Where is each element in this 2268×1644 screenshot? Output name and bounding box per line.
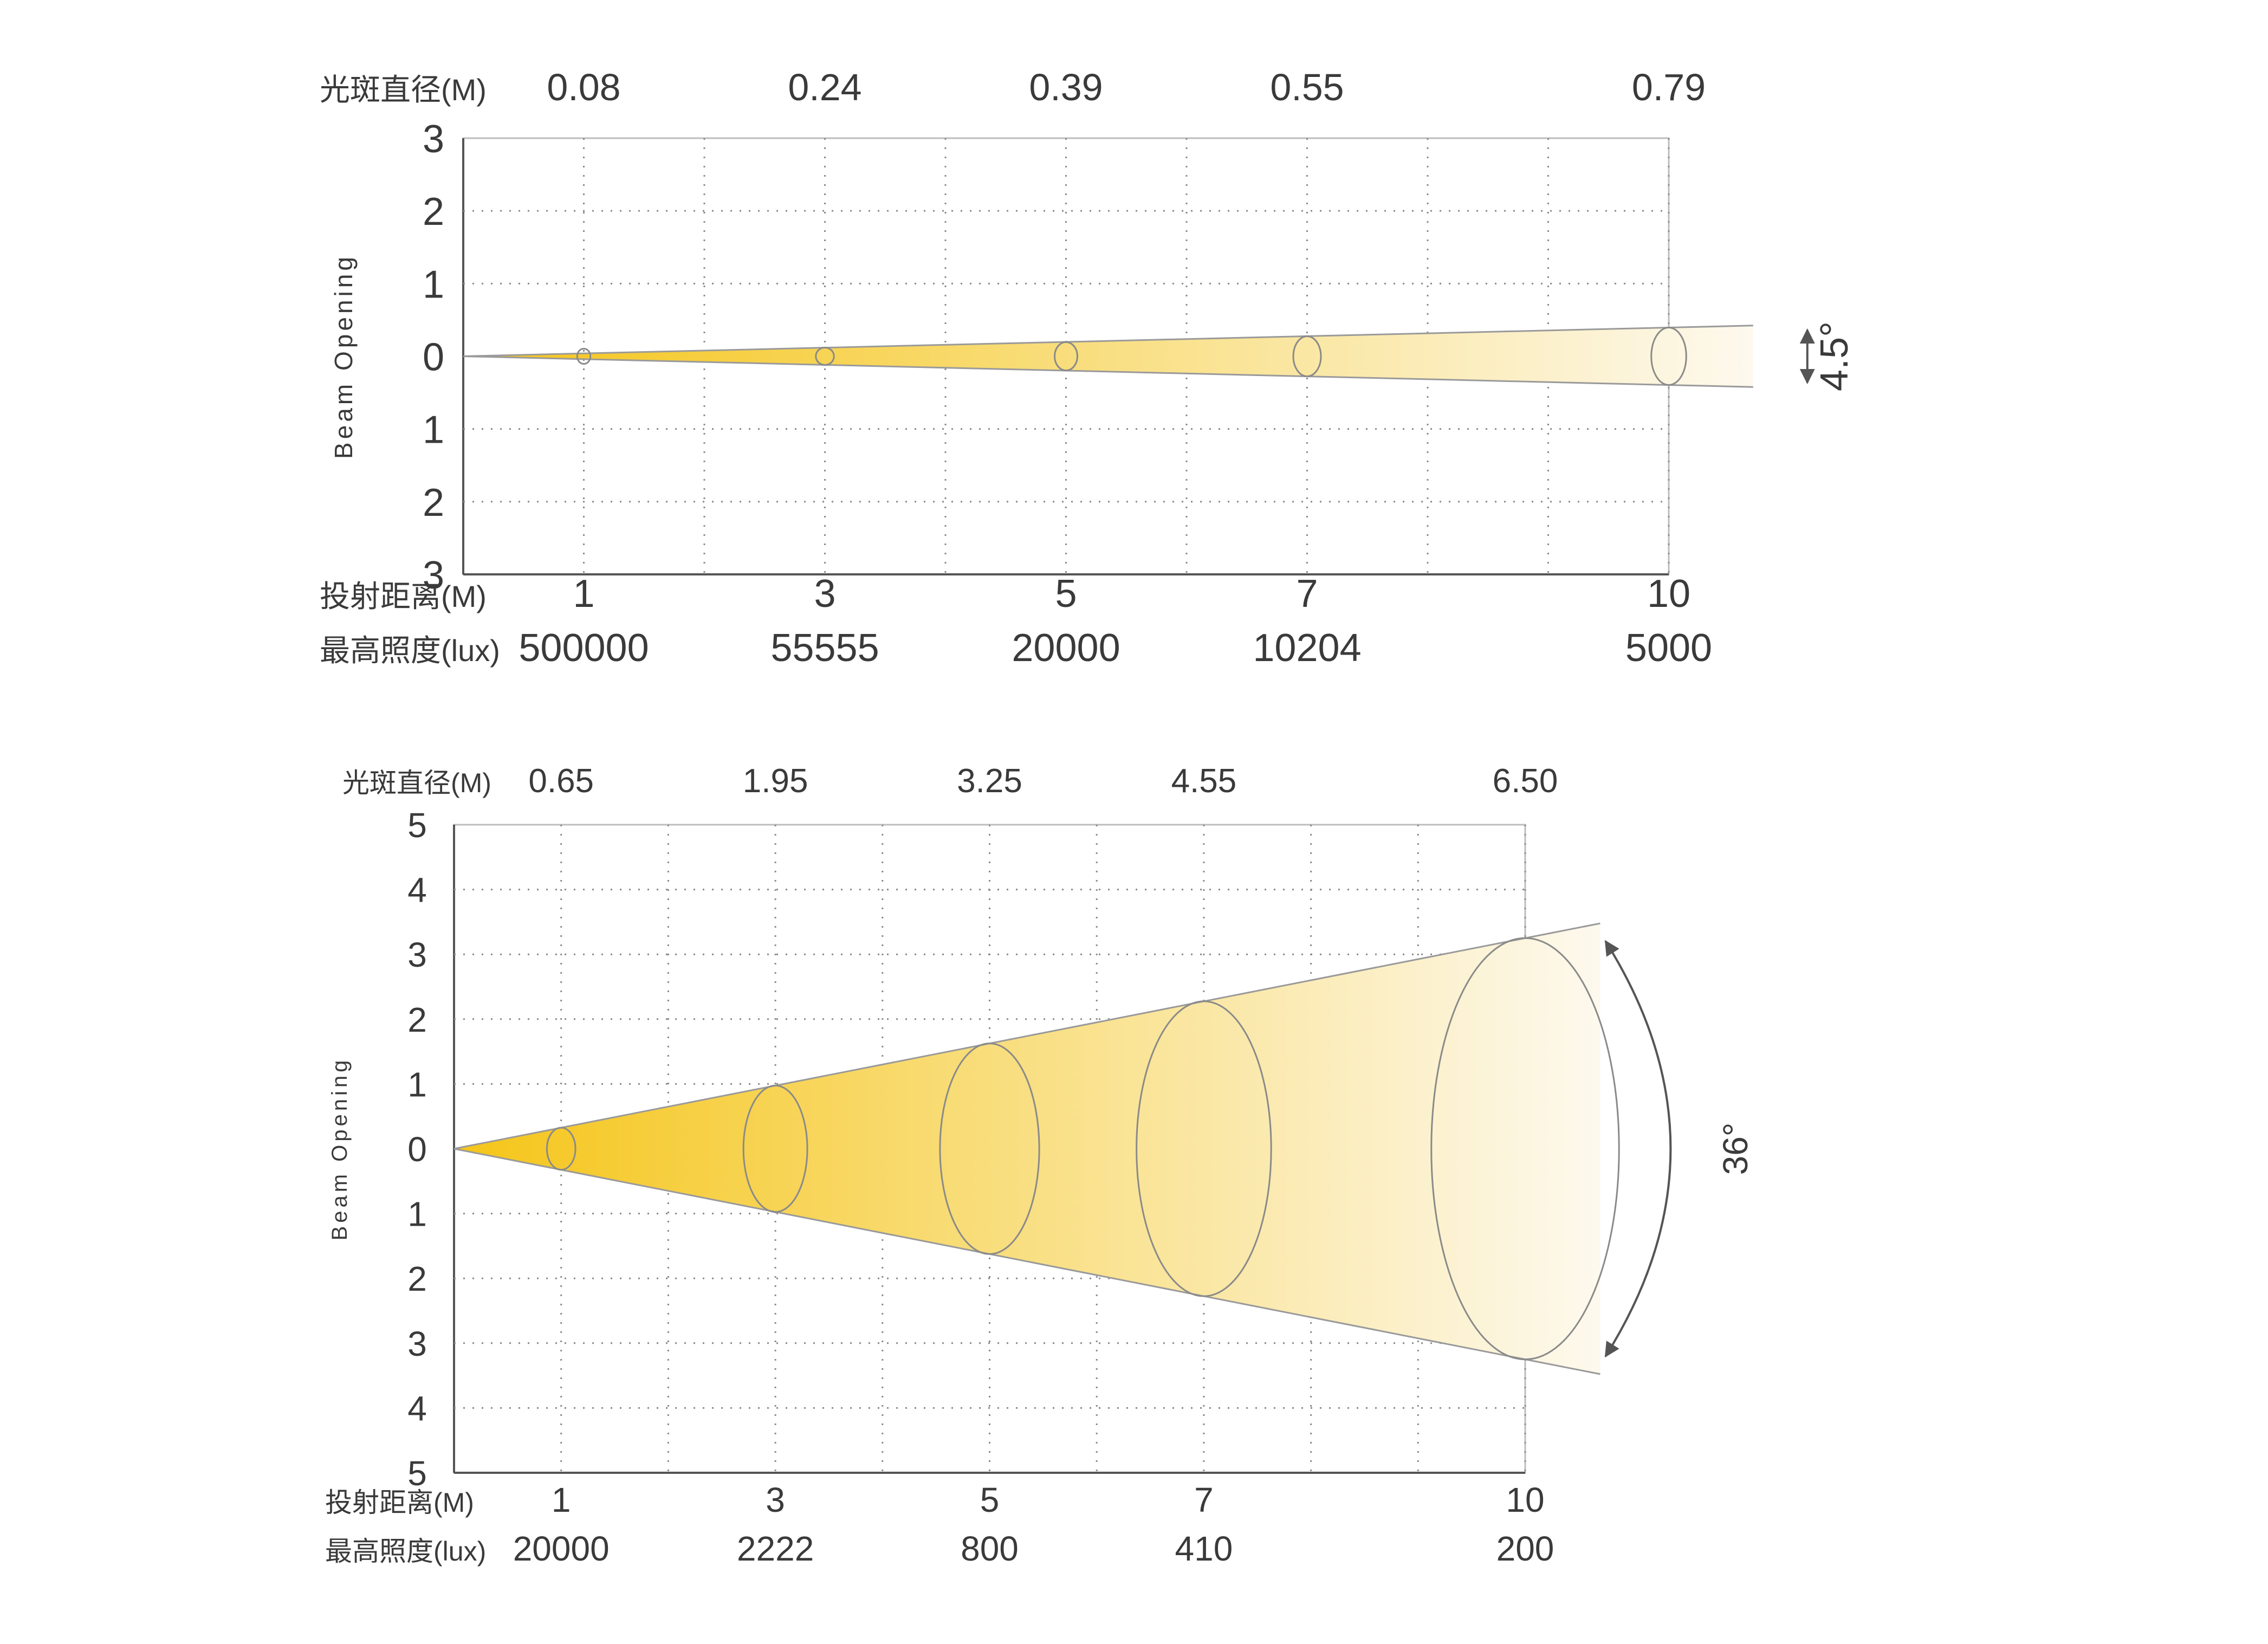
y-tick-label: 0	[423, 335, 444, 379]
spot-diameter-value: 0.65	[528, 762, 594, 800]
beam-angle-arrow	[1604, 940, 1672, 1358]
distance-value: 1	[573, 572, 594, 616]
beam-edge-upper	[463, 325, 1753, 357]
beam-angle-label: 36°	[1716, 1123, 1755, 1175]
spot-diameter-value: 1.95	[743, 762, 808, 800]
illuminance-value: 20000	[513, 1529, 610, 1568]
y-tick-label: 2	[407, 1259, 427, 1298]
y-tick-label: 1	[423, 263, 444, 306]
spot-ellipse	[1054, 341, 1078, 372]
y-tick-label: 2	[407, 1000, 427, 1039]
distance-value: 1	[552, 1480, 571, 1519]
illuminance-value: 500000	[519, 626, 649, 670]
y-tick-label: 4	[407, 1389, 427, 1428]
spot-ellipse	[939, 1043, 1040, 1255]
illuminance-value: 800	[961, 1529, 1019, 1568]
distance-value: 7	[1194, 1480, 1214, 1519]
y-axis-title: Beam Opening	[329, 254, 358, 459]
spot-diameter-value: 0.24	[788, 66, 861, 108]
distance-value: 3	[766, 1480, 785, 1519]
beam-edge-lower	[453, 1148, 1600, 1375]
beam-cone	[463, 325, 1753, 387]
y-tick-label: 1	[407, 1195, 427, 1234]
illuminance-value: 5000	[1625, 626, 1712, 670]
spot-diameter-value: 0.08	[547, 66, 620, 108]
spot-diameter-value: 0.55	[1270, 66, 1344, 108]
spot-ellipse	[1650, 327, 1687, 386]
y-tick-label: 5	[407, 1454, 427, 1493]
beam-edge-lower	[463, 355, 1753, 388]
y-tick-label: 2	[423, 190, 444, 234]
beam-cone	[454, 923, 1600, 1374]
y-tick-label: 3	[407, 1324, 427, 1363]
y-tick-label: 2	[423, 481, 444, 525]
spot-ellipse	[1136, 1000, 1272, 1297]
spot-diameter-value: 4.55	[1171, 762, 1237, 800]
distance-value: 7	[1296, 572, 1318, 616]
distance-value: 10	[1647, 572, 1690, 616]
illuminance-value: 10204	[1253, 626, 1361, 670]
y-tick-label: 3	[423, 554, 444, 597]
distance-value: 5	[980, 1480, 1000, 1519]
spot-diameter-value: 6.50	[1493, 762, 1558, 800]
y-tick-label: 1	[423, 409, 444, 452]
y-tick-label: 1	[407, 1065, 427, 1104]
spot-diameter-label: 光斑直径(M)	[320, 73, 487, 107]
illuminance-value: 200	[1496, 1529, 1554, 1568]
spot-ellipse	[1292, 335, 1322, 377]
spot-diameter-value: 0.79	[1632, 66, 1706, 108]
illuminance-value: 55555	[770, 626, 879, 670]
distance-value: 3	[814, 572, 835, 616]
y-tick-label: 3	[407, 935, 427, 974]
illuminance-value: 20000	[1012, 626, 1120, 670]
distance-label: 投射距离(M)	[320, 579, 487, 613]
spot-diameter-label: 光斑直径(M)	[342, 768, 491, 798]
illuminance-value: 2222	[737, 1529, 814, 1568]
distance-label: 投射距离(M)	[325, 1487, 474, 1518]
beam-edge-upper	[453, 922, 1600, 1150]
illuminance-label: 最高照度(lux)	[325, 1536, 486, 1567]
y-tick-label: 0	[407, 1130, 427, 1169]
y-tick-label: 5	[407, 806, 427, 845]
y-tick-label: 4	[407, 871, 427, 910]
beam-angle-label: 4.5°	[1813, 321, 1856, 391]
distance-value: 5	[1055, 572, 1077, 616]
spot-ellipse	[815, 346, 835, 366]
illuminance-value: 410	[1175, 1529, 1233, 1568]
spot-ellipse	[576, 348, 592, 365]
illuminance-label: 最高照度(lux)	[320, 633, 500, 668]
y-tick-label: 3	[423, 118, 444, 161]
spot-ellipse	[546, 1127, 576, 1171]
spot-diameter-value: 0.39	[1029, 66, 1103, 108]
spot-diameter-value: 3.25	[957, 762, 1022, 800]
distance-value: 10	[1506, 1480, 1544, 1519]
spot-ellipse	[742, 1084, 808, 1213]
y-axis-title: Beam Opening	[328, 1057, 352, 1241]
